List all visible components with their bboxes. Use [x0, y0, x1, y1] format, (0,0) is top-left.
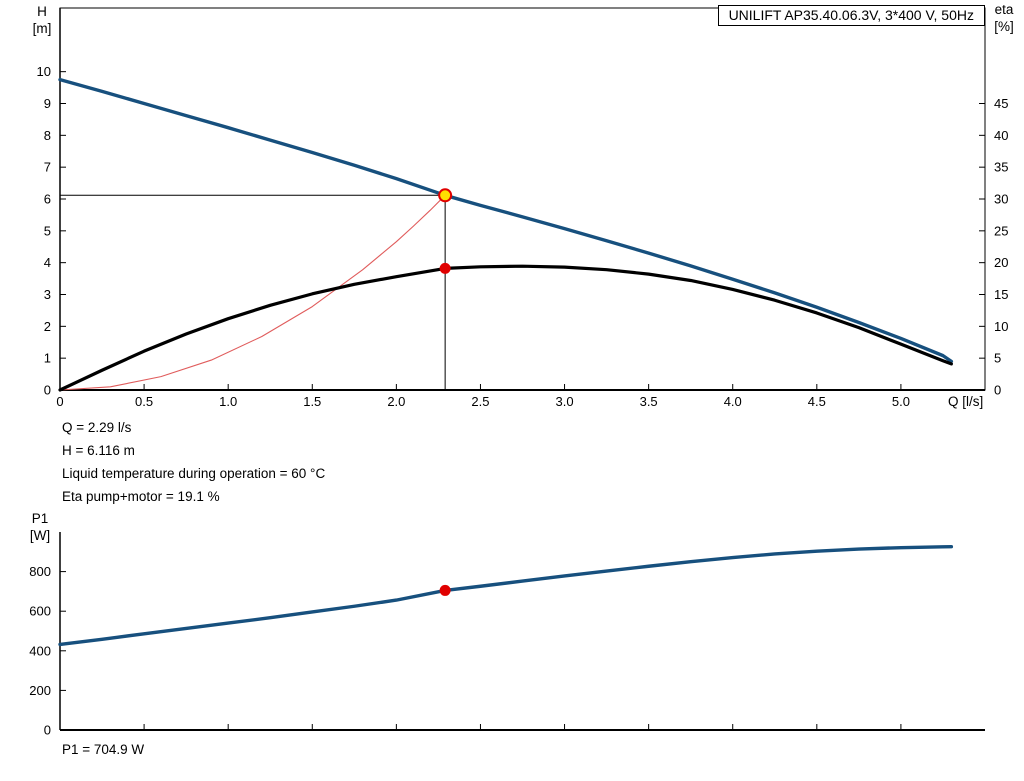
eta-axis-label-symbol: eta — [994, 2, 1014, 17]
tick-label: 0 — [56, 394, 63, 409]
tick-label: 0 — [44, 723, 51, 738]
readout-eta-pump-motor: Eta pump+motor = 19.1 % — [62, 489, 220, 504]
tick-label: 400 — [29, 643, 51, 658]
tick-label: 0 — [44, 383, 51, 398]
tick-label: 20 — [994, 255, 1008, 270]
system-curve — [59, 194, 446, 391]
tick-label: 6 — [44, 192, 51, 207]
duty-point-marker — [438, 188, 453, 203]
tick-label: 5 — [44, 223, 51, 238]
tick-label: 1.5 — [303, 394, 321, 409]
tick-label: 800 — [29, 564, 51, 579]
p1-curve — [58, 544, 954, 647]
p1-axis-label: P1 [W] — [22, 510, 58, 544]
tick-label: 25 — [994, 223, 1008, 238]
q-axis-label: Q [l/s] — [948, 394, 984, 409]
tick-label: 10 — [994, 319, 1008, 334]
tick-label: 1 — [44, 351, 51, 366]
tick-label: 5.0 — [892, 394, 910, 409]
tick-label: 4.0 — [724, 394, 742, 409]
head-curve — [58, 77, 954, 364]
tick-label: 200 — [29, 683, 51, 698]
tick-label: 10 — [37, 64, 51, 79]
h-axis-label-unit: [m] — [32, 21, 52, 36]
tick-label: 1.0 — [219, 394, 237, 409]
p1-axis-label-unit: [W] — [29, 528, 51, 543]
eta-curve — [58, 264, 953, 392]
tick-label: 35 — [994, 160, 1008, 175]
tick-label: 4.5 — [808, 394, 826, 409]
tick-label: 2 — [44, 319, 51, 334]
tick-label: 7 — [44, 160, 51, 175]
tick-label: 45 — [994, 96, 1008, 111]
tick-label: 2.5 — [471, 394, 489, 409]
tick-label: 5 — [994, 351, 1001, 366]
tick-label: 0.5 — [135, 394, 153, 409]
h-axis-label-symbol: H — [37, 4, 47, 19]
eta-duty-point-marker — [439, 262, 451, 274]
tick-label: 40 — [994, 128, 1008, 143]
readout-p1-power: P1 = 704.9 W — [62, 742, 145, 757]
tick-label: 15 — [994, 287, 1008, 302]
tick-label: 4 — [44, 255, 51, 270]
tick-label: 0 — [994, 383, 1001, 398]
tick-label: 3.0 — [556, 394, 574, 409]
tick-label: 2.0 — [387, 394, 405, 409]
tick-label: 3.5 — [640, 394, 658, 409]
eta-axis-label: eta [%] — [986, 1, 1022, 35]
readout-head: H = 6.116 m — [62, 443, 135, 458]
tick-label: 30 — [994, 192, 1008, 207]
tick-label: 9 — [44, 96, 51, 111]
p1-duty-point-marker — [439, 584, 451, 596]
h-axis-label: H [m] — [26, 3, 58, 37]
p1-axis-label-symbol: P1 — [31, 511, 49, 526]
readout-liquid-temperature: Liquid temperature during operation = 60… — [62, 466, 326, 481]
tick-label: 600 — [29, 604, 51, 619]
tick-label: 8 — [44, 128, 51, 143]
tick-label: 3 — [44, 287, 51, 302]
eta-axis-label-unit: [%] — [994, 19, 1014, 34]
pump-model-title: UNILIFT AP35.40.06.3V, 3*400 V, 50Hz — [717, 5, 985, 26]
top-plot-frame — [59, 7, 986, 391]
readout-flow: Q = 2.29 l/s — [62, 420, 132, 435]
